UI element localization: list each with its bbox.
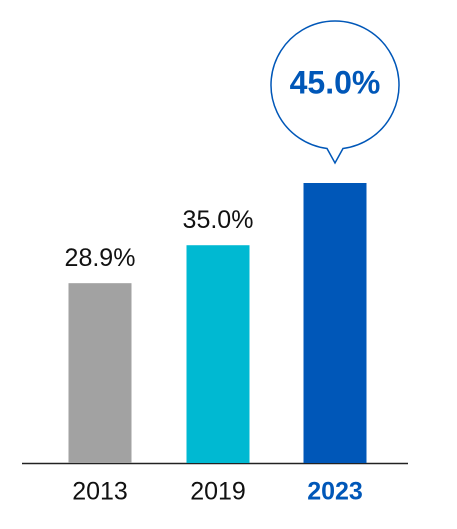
x-tick-label: 2019 — [190, 478, 246, 506]
bar — [186, 245, 250, 463]
value-label: 45.0% — [290, 64, 381, 100]
x-tick-label: 2023 — [307, 478, 363, 506]
bar — [68, 283, 132, 463]
x-tick-label: 2013 — [72, 478, 128, 506]
bar — [303, 183, 367, 463]
value-label: 28.9% — [65, 244, 136, 272]
value-label: 35.0% — [183, 206, 254, 234]
callout-bubble — [270, 20, 400, 165]
